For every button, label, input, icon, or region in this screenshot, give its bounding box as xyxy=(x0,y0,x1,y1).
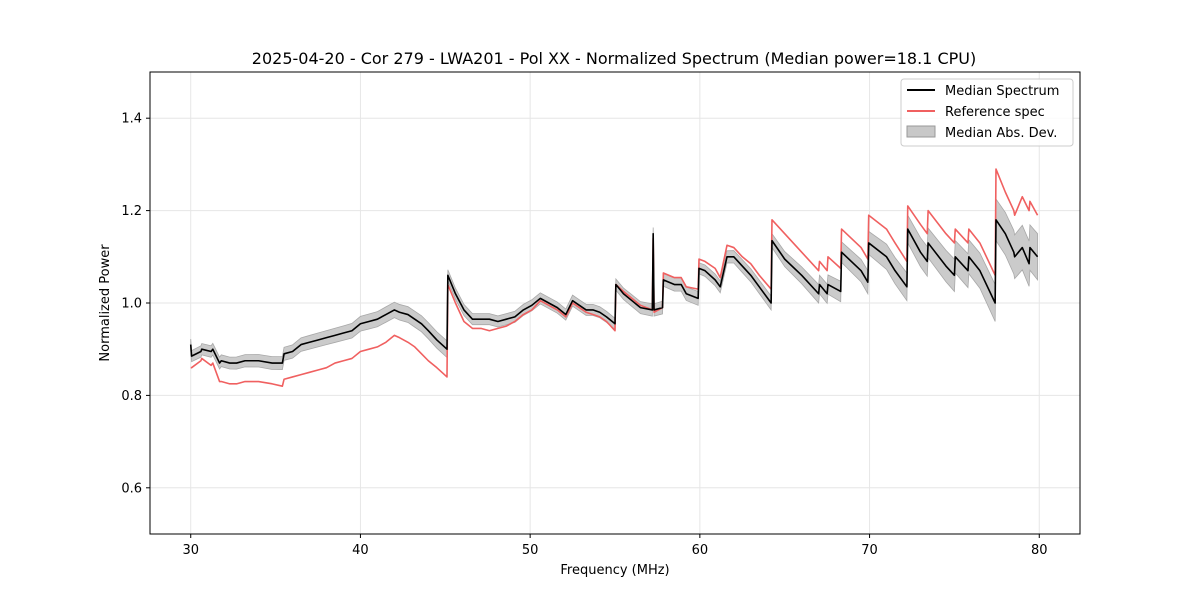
mad-band xyxy=(190,197,1038,371)
x-tick-label: 80 xyxy=(1031,543,1048,558)
y-tick-label: 1.0 xyxy=(121,297,142,312)
axis-ticks: 30 40 50 60 70 80 0.6 0.8 1.0 1.2 1.4 xyxy=(121,112,1047,558)
median-spectrum-line xyxy=(189,219,1039,364)
x-tick-label: 70 xyxy=(861,543,878,558)
x-axis-label: Frequency (MHz) xyxy=(560,563,669,578)
chart-title: 2025-04-20 - Cor 279 - LWA201 - Pol XX -… xyxy=(252,49,976,68)
legend-label-mad: Median Abs. Dev. xyxy=(945,126,1057,141)
y-tick-label: 1.2 xyxy=(121,204,142,219)
y-tick-label: 0.8 xyxy=(121,389,142,404)
x-tick-label: 50 xyxy=(522,543,539,558)
y-axis-label: Normalized Power xyxy=(98,244,113,362)
legend-label-median-spectrum: Median Spectrum xyxy=(945,84,1059,99)
legend-swatch-mad-band xyxy=(906,125,936,138)
legend: Median Spectrum Reference spec Median Ab… xyxy=(900,78,1074,147)
legend-frame xyxy=(900,78,1074,147)
y-tick-label: 1.4 xyxy=(121,112,142,127)
y-tick-label: 0.6 xyxy=(121,481,142,496)
x-tick-label: 30 xyxy=(182,543,199,558)
mad-band-layer xyxy=(190,197,1038,371)
x-tick-label: 40 xyxy=(352,543,369,558)
series-layer xyxy=(189,168,1039,387)
legend-label-reference-spec: Reference spec xyxy=(945,105,1045,120)
x-tick-label: 60 xyxy=(692,543,709,558)
